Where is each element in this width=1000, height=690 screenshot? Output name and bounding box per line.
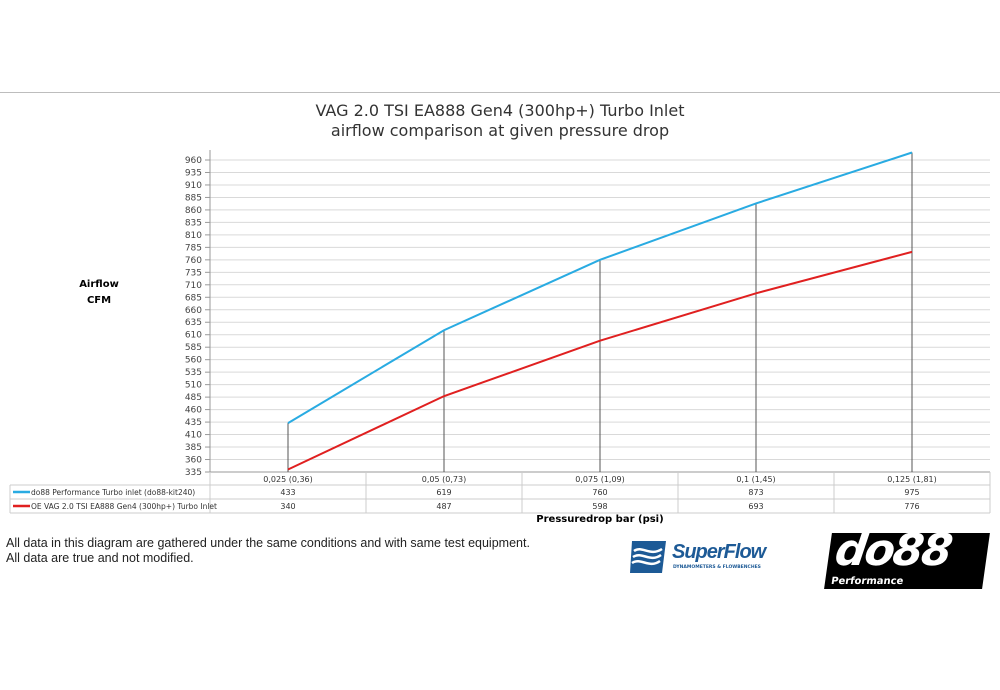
y-tick-label: 835 bbox=[185, 218, 202, 228]
x-tick-label: 0,1 (1,45) bbox=[736, 475, 775, 484]
table-value: 873 bbox=[748, 488, 763, 497]
y-axis-label-2: CFM bbox=[86, 295, 112, 306]
do88-logo: do88 Performance bbox=[824, 525, 990, 589]
y-tick-label: 460 bbox=[185, 406, 202, 416]
y-tick-label: 935 bbox=[185, 168, 202, 178]
y-tick-label: 710 bbox=[185, 281, 202, 291]
y-tick-label: 585 bbox=[185, 343, 202, 353]
y-tick-label: 410 bbox=[185, 431, 202, 441]
top-divider bbox=[0, 92, 1000, 93]
y-tick-label: 660 bbox=[185, 306, 202, 316]
y-tick-label: 560 bbox=[185, 356, 202, 366]
y-tick-label: 860 bbox=[185, 206, 202, 216]
legend-label: do88 Performance Turbo inlet (do88-kit24… bbox=[31, 488, 195, 497]
y-tick-label: 910 bbox=[185, 181, 202, 191]
footer-line-1: All data in this diagram are gathered un… bbox=[6, 536, 530, 550]
y-tick-label: 785 bbox=[185, 243, 202, 253]
y-tick-label: 760 bbox=[185, 256, 202, 266]
y-tick-label: 485 bbox=[185, 393, 202, 403]
legend-label: OE VAG 2.0 TSI EA888 Gen4 (300hp+) Turbo… bbox=[31, 502, 217, 511]
y-tick-label: 510 bbox=[185, 381, 202, 391]
y-tick-label: 635 bbox=[185, 318, 202, 328]
chart-title: VAG 2.0 TSI EA888 Gen4 (300hp+) Turbo In… bbox=[315, 101, 685, 120]
x-axis-label: Pressuredrop bar (psi) bbox=[536, 514, 664, 525]
table-value: 487 bbox=[436, 502, 451, 511]
y-tick-label: 385 bbox=[185, 443, 202, 453]
y-tick-label: 685 bbox=[185, 293, 202, 303]
footer-line-2: All data are true and not modified. bbox=[6, 551, 194, 565]
y-tick-label: 735 bbox=[185, 268, 202, 278]
y-tick-label: 335 bbox=[185, 468, 202, 478]
y-tick-label: 435 bbox=[185, 418, 202, 428]
table-value: 340 bbox=[280, 502, 295, 511]
x-tick-label: 0,075 (1,09) bbox=[575, 475, 625, 484]
table-value: 619 bbox=[436, 488, 451, 497]
do88-name: do88 bbox=[831, 525, 955, 576]
y-axis-label-1: Airflow bbox=[79, 279, 119, 290]
table-value: 975 bbox=[904, 488, 919, 497]
table-value: 760 bbox=[592, 488, 607, 497]
y-tick-label: 610 bbox=[185, 331, 202, 341]
superflow-wave-icon bbox=[630, 541, 666, 573]
table-value: 598 bbox=[592, 502, 607, 511]
y-tick-label: 960 bbox=[185, 156, 202, 166]
do88-sub: Performance bbox=[830, 576, 905, 587]
superflow-sub: DYNAMOMETERS & FLOWBENCHES bbox=[673, 565, 761, 570]
y-tick-label: 360 bbox=[185, 456, 202, 466]
table-value: 776 bbox=[904, 502, 919, 511]
y-tick-label: 885 bbox=[185, 193, 202, 203]
x-tick-label: 0,125 (1,81) bbox=[887, 475, 937, 484]
chart-svg: 335 360 385 410 435 460 485 510 535 560 585 610 635 6… bbox=[9, 150, 991, 514]
x-tick-label: 0,025 (0,36) bbox=[263, 475, 313, 484]
table-value: 433 bbox=[280, 488, 295, 497]
chart-subtitle: airflow comparison at given pressure dro… bbox=[330, 121, 670, 140]
superflow-name: SuperFlow bbox=[672, 541, 766, 563]
y-tick-label: 535 bbox=[185, 368, 202, 378]
table-value: 693 bbox=[748, 502, 763, 511]
x-tick-label: 0,05 (0,73) bbox=[422, 475, 466, 484]
y-tick-label: 810 bbox=[185, 231, 202, 241]
superflow-logo: SuperFlow DYNAMOMETERS & FLOWBENCHES bbox=[628, 537, 798, 577]
